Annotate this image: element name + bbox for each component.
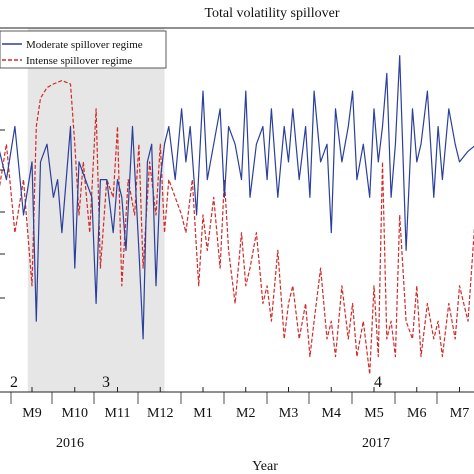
series-line-moderate [0, 55, 474, 340]
x-tick-label: M9 [22, 406, 41, 421]
axes-layer: M9 M10 M11 M12 M1 M2 M3 M4 M5 M6 M7 [0, 27, 474, 421]
x-tick-label: M1 [193, 406, 212, 421]
regime-label-2: 2 [10, 374, 18, 391]
x-tick-label: M12 [147, 406, 173, 421]
shaded-regime-band [27, 28, 165, 392]
legend-box [0, 30, 167, 69]
legend-label-intense: Intense spillover regime [26, 55, 132, 67]
x-tick-label: M4 [322, 406, 341, 421]
x-tick-label: M10 [62, 406, 88, 421]
year-label-2017: 2017 [362, 436, 390, 451]
background-layer [27, 28, 165, 392]
x-tick-label: M3 [279, 406, 298, 421]
x-tick-label: M6 [407, 406, 426, 421]
regime-label-4: 4 [374, 374, 382, 391]
legend: Moderate spillover regime Intense spillo… [0, 30, 167, 69]
series-layer [0, 55, 474, 375]
year-label-2016: 2016 [56, 436, 84, 451]
x-tick-label: M7 [450, 406, 469, 421]
regime-label-3: 3 [102, 374, 110, 391]
x-tick-label: M11 [105, 406, 131, 421]
x-axis-title: Year [252, 459, 278, 474]
legend-label-moderate: Moderate spillover regime [26, 39, 143, 51]
chart-title: Total volatility spillover [204, 6, 339, 21]
x-tick-label: M2 [236, 406, 255, 421]
series-line-intense [0, 79, 474, 375]
x-tick-label: M5 [364, 406, 383, 421]
